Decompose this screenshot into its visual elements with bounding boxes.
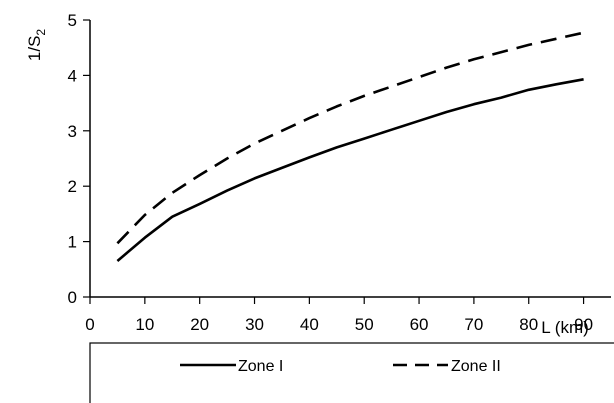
y-tick-label: 2 [68,177,77,196]
x-tick-label: 90 [574,315,593,334]
series-line-zone-i [116,78,584,262]
y-tick-label: 0 [68,288,77,307]
x-tick-label: 80 [519,315,538,334]
x-tick-label: 70 [464,315,483,334]
y-axis-title: 1/S2 [25,29,48,62]
y-axis-ticks: 0 1 2 3 4 5 [68,11,90,307]
series-line-zone-ii [116,31,584,245]
x-axis-ticks: 0 10 20 30 40 50 60 70 80 90 [85,297,593,334]
y-tick-label: 1 [68,233,77,252]
x-tick-label: 40 [300,315,319,334]
x-tick-label: 20 [190,315,209,334]
y-tick-label: 5 [68,11,77,30]
x-tick-label: 10 [135,315,154,334]
y-tick-label: 3 [68,122,77,141]
x-tick-label: 0 [85,315,94,334]
x-tick-label: 50 [355,315,374,334]
legend-box [89,342,614,403]
series-layer [116,31,584,262]
legend: Zone I Zone II [89,342,614,403]
x-tick-label: 30 [245,315,264,334]
x-axis-title: L (km) [541,318,589,337]
y-tick-label: 4 [68,66,77,85]
legend-label-zone-ii: Zone II [451,358,501,375]
legend-label-zone-i: Zone I [238,358,283,375]
x-tick-label: 60 [410,315,429,334]
